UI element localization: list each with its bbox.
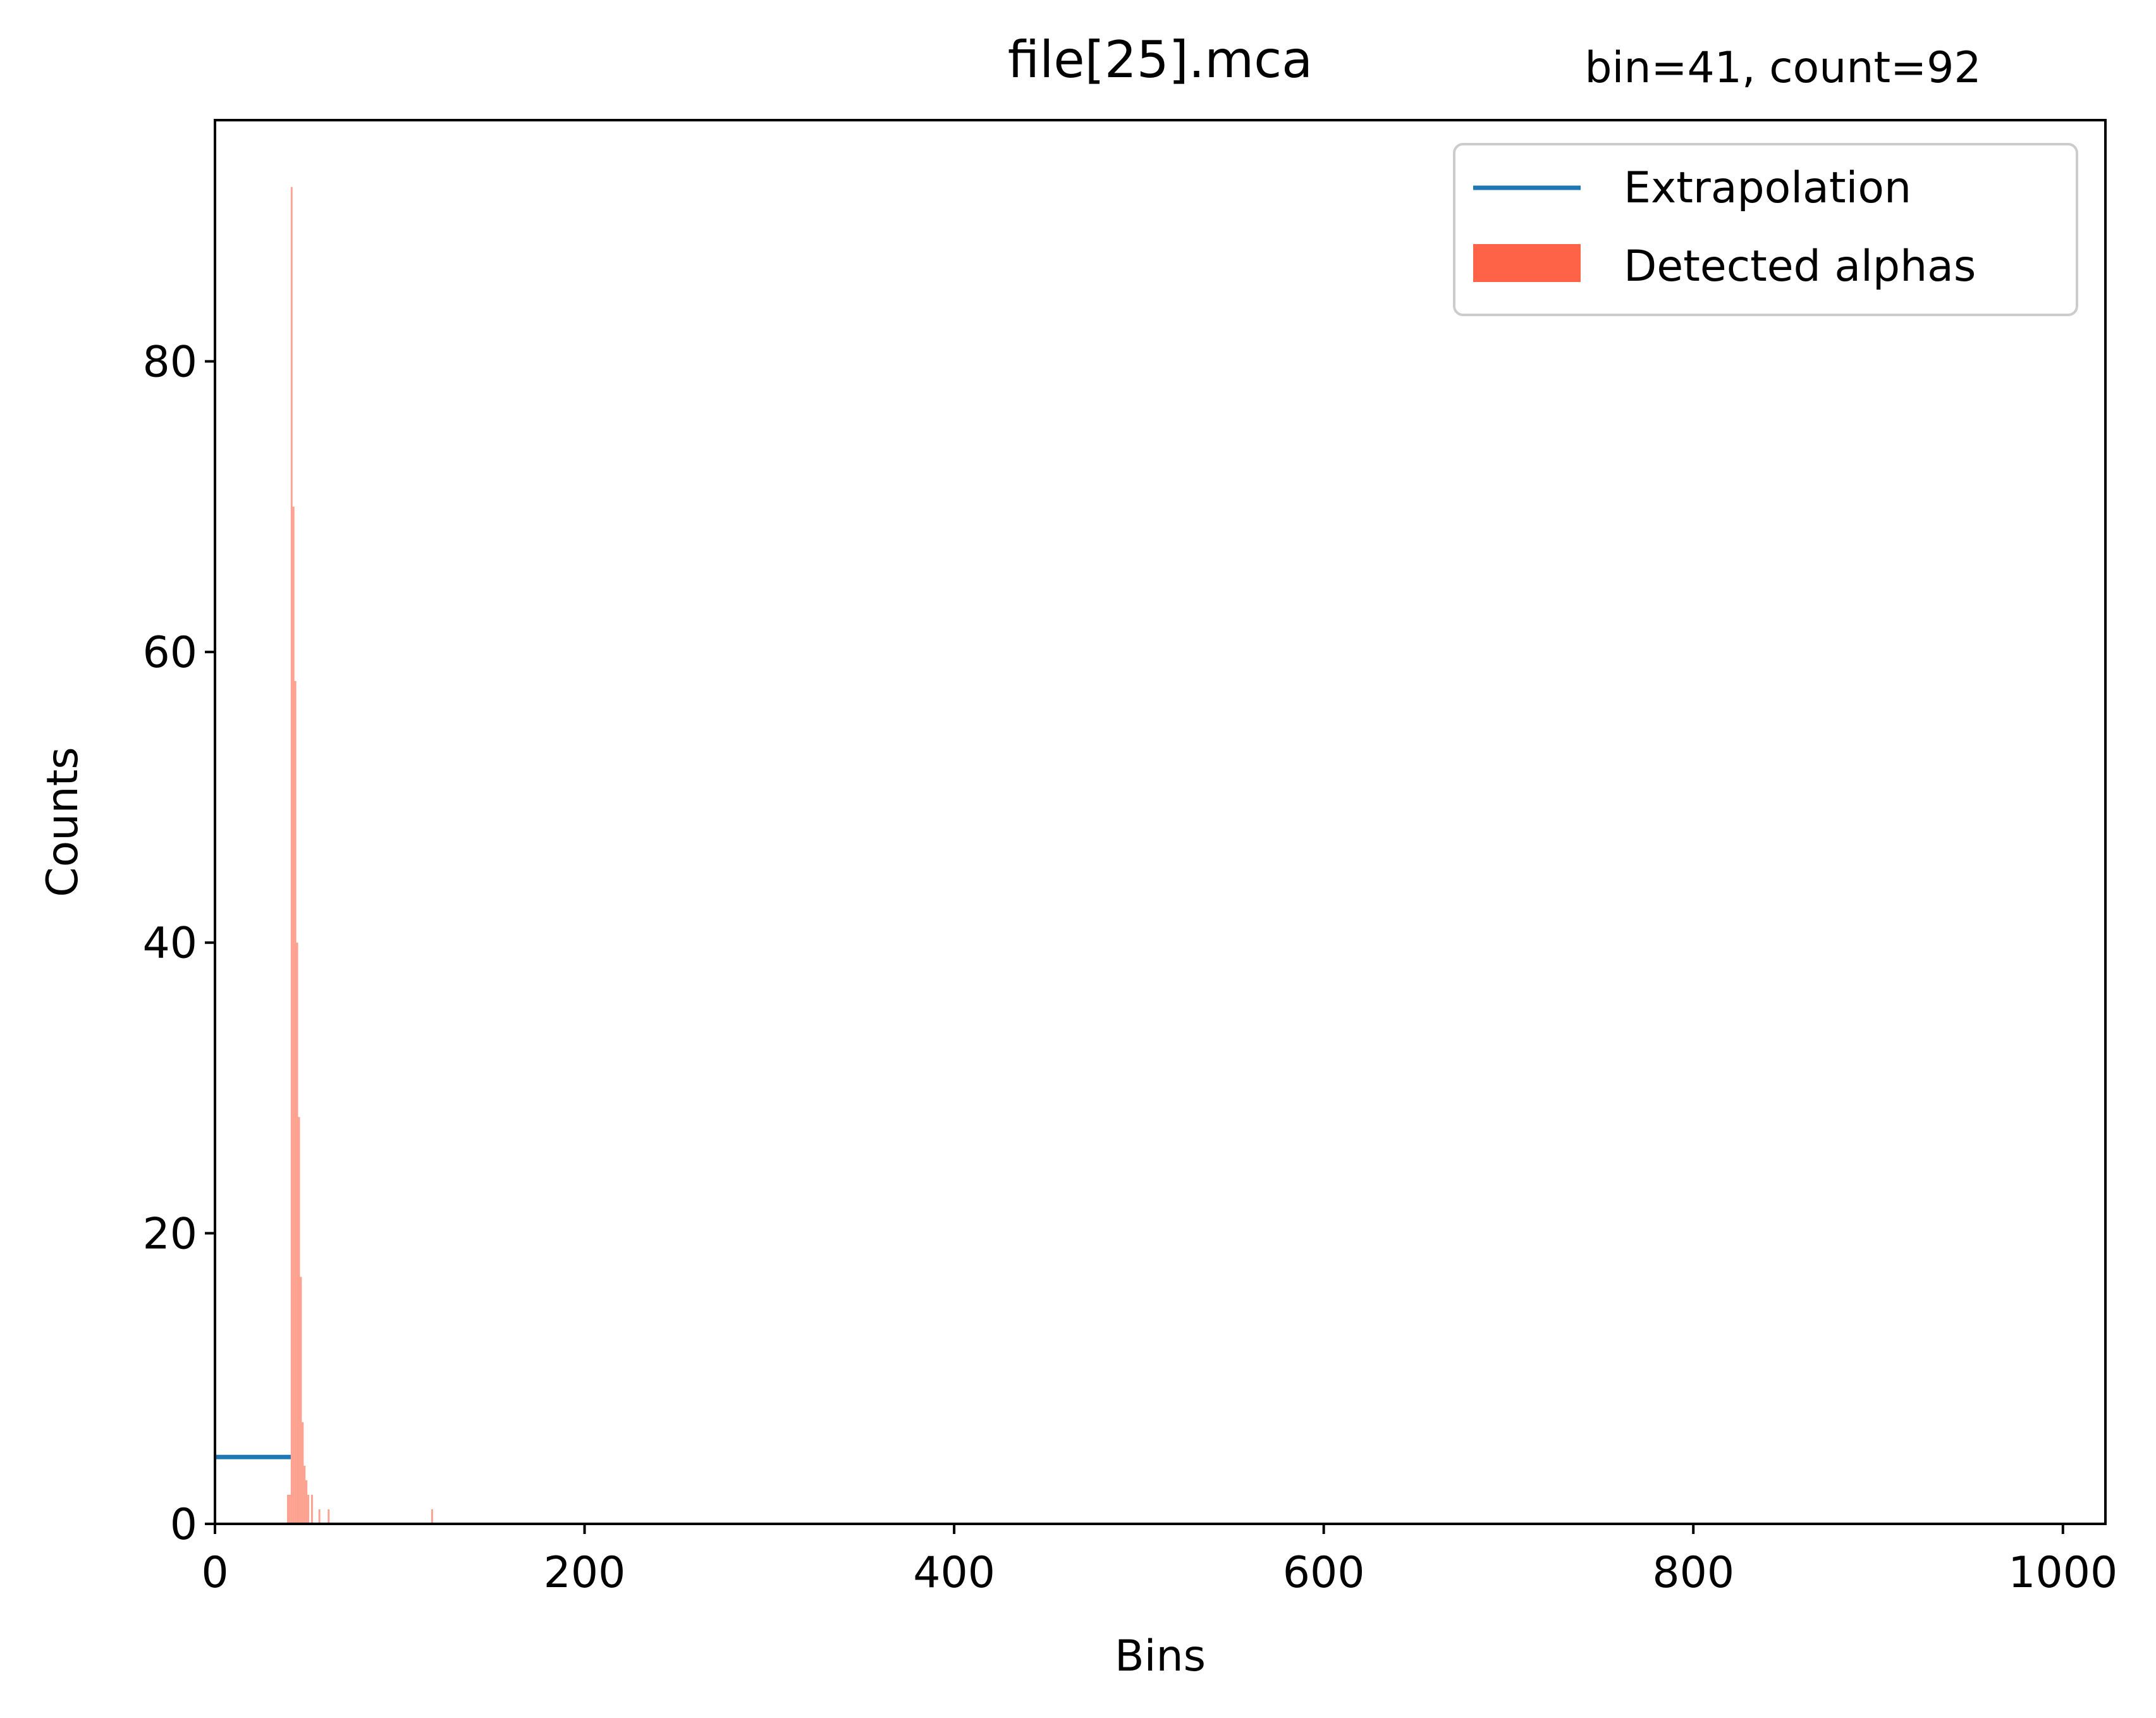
- y-tick-label-20: 20: [142, 1209, 197, 1259]
- x-tick-label-800: 800: [1652, 1548, 1734, 1598]
- bar-bin-52: [310, 1495, 313, 1524]
- x-tick-label-0: 0: [201, 1548, 228, 1598]
- bar-bin-61: [328, 1509, 330, 1524]
- legend-label-extrapolation: Extrapolation: [1624, 163, 1911, 213]
- bar-bin-117: [431, 1509, 433, 1524]
- y-tick-label-60: 60: [142, 628, 197, 678]
- axes-frame: [214, 119, 2107, 1525]
- chart-annotation: bin=41, count=92: [1584, 43, 1981, 93]
- y-ticks: 0 20 40 60 80: [142, 337, 215, 1550]
- y-tick-label-80: 80: [142, 337, 197, 387]
- bars-group: [286, 187, 433, 1525]
- bar-bin-46: [300, 1277, 302, 1524]
- x-axis-label: Bins: [1115, 1631, 1206, 1681]
- bar-bin-47: [302, 1422, 304, 1524]
- legend-box: [1453, 143, 2078, 316]
- bar-bin-48: [303, 1466, 306, 1524]
- x-tick-label-200: 200: [544, 1548, 626, 1598]
- y-axis-label: Counts: [38, 747, 88, 897]
- bar-bin-44: [296, 942, 298, 1524]
- bar-bin-43: [294, 681, 297, 1524]
- y-tick-label-40: 40: [142, 919, 197, 969]
- x-tick-label-1000: 1000: [2008, 1548, 2117, 1598]
- bar-bin-40: [288, 1495, 291, 1524]
- bar-bin-39: [286, 1495, 289, 1524]
- bar-bin-49: [305, 1480, 308, 1524]
- y-tick-label-0: 0: [170, 1500, 197, 1550]
- x-tick-label-600: 600: [1283, 1548, 1365, 1598]
- legend: Extrapolation Detected alphas: [1453, 143, 2078, 316]
- bar-bin-50: [307, 1495, 310, 1524]
- bar-bin-45: [298, 1117, 300, 1524]
- bar-bin-42: [292, 506, 295, 1524]
- legend-label-detected-alphas: Detected alphas: [1624, 242, 1976, 291]
- x-tick-label-400: 400: [913, 1548, 995, 1598]
- legend-bar-swatch: [1473, 244, 1581, 282]
- chart-title: file[25].mca: [1008, 30, 1313, 89]
- bar-bin-41: [290, 187, 293, 1525]
- bar-bin-56: [318, 1509, 321, 1524]
- x-ticks: 0 200 400 600 800 1000: [201, 1524, 2117, 1598]
